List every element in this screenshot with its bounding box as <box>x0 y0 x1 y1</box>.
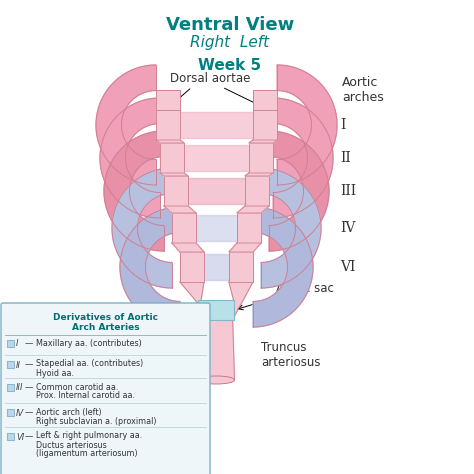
Polygon shape <box>160 173 188 176</box>
Text: Hyoid aa.: Hyoid aa. <box>36 368 74 377</box>
Text: Right subclavian a. (proximal): Right subclavian a. (proximal) <box>36 417 156 426</box>
Bar <box>172 213 196 243</box>
Text: II: II <box>16 361 21 370</box>
Bar <box>253 110 277 140</box>
Polygon shape <box>245 173 273 176</box>
Polygon shape <box>249 140 277 143</box>
Polygon shape <box>199 314 235 380</box>
Text: Derivatives of Aortic
Arch Arteries: Derivatives of Aortic Arch Arteries <box>53 313 158 332</box>
Polygon shape <box>253 207 313 327</box>
Text: Stapedial aa. (contributes): Stapedial aa. (contributes) <box>36 359 143 368</box>
Bar <box>245 176 269 206</box>
Bar <box>156 90 180 110</box>
Polygon shape <box>229 243 261 252</box>
Bar <box>229 252 253 282</box>
Text: —: — <box>25 361 33 370</box>
Text: VI: VI <box>16 432 24 441</box>
Bar <box>7 409 14 416</box>
Polygon shape <box>180 282 204 316</box>
Text: IV: IV <box>340 221 356 235</box>
Bar <box>160 143 184 173</box>
Bar <box>164 176 188 206</box>
Polygon shape <box>156 140 184 143</box>
Polygon shape <box>164 206 196 213</box>
Text: —: — <box>25 339 33 348</box>
Text: I: I <box>16 339 18 348</box>
Bar <box>156 110 180 140</box>
Polygon shape <box>245 173 273 176</box>
Bar <box>180 252 204 282</box>
Bar <box>249 143 273 173</box>
Bar <box>7 433 14 440</box>
Bar <box>253 90 277 110</box>
Text: Prox. Internal carotid aa.: Prox. Internal carotid aa. <box>36 392 135 401</box>
Polygon shape <box>229 243 261 252</box>
Bar <box>7 384 14 391</box>
Text: II: II <box>340 151 351 165</box>
Text: Aortic sac: Aortic sac <box>238 282 334 310</box>
Polygon shape <box>269 131 329 251</box>
Text: —: — <box>25 383 33 392</box>
Polygon shape <box>229 282 253 316</box>
Polygon shape <box>156 140 184 143</box>
Bar <box>7 361 14 368</box>
Polygon shape <box>277 65 337 185</box>
Polygon shape <box>112 168 172 288</box>
Bar <box>199 300 235 320</box>
Text: I: I <box>340 118 346 132</box>
Polygon shape <box>172 243 204 252</box>
Bar <box>253 110 277 140</box>
Polygon shape <box>164 206 196 213</box>
Ellipse shape <box>199 376 235 384</box>
Polygon shape <box>249 140 277 143</box>
Text: Dorsal aortae: Dorsal aortae <box>170 72 250 85</box>
Text: Aortic
arches: Aortic arches <box>342 76 384 104</box>
Text: IV: IV <box>16 409 24 418</box>
Polygon shape <box>120 207 180 327</box>
Polygon shape <box>172 215 261 241</box>
Text: VI: VI <box>340 260 356 274</box>
Text: Week 5: Week 5 <box>199 58 262 73</box>
Polygon shape <box>273 98 333 218</box>
Text: III: III <box>16 383 24 392</box>
Polygon shape <box>160 173 188 176</box>
Bar <box>249 143 273 173</box>
Text: Ventral View: Ventral View <box>166 16 294 34</box>
Polygon shape <box>96 65 156 185</box>
Text: —: — <box>25 432 33 441</box>
Bar <box>164 176 188 206</box>
Text: III: III <box>340 184 356 198</box>
Text: Aortic arch (left): Aortic arch (left) <box>36 408 101 417</box>
Bar <box>237 213 261 243</box>
Text: Truncus
arteriosus: Truncus arteriosus <box>262 341 321 369</box>
Bar <box>229 252 253 282</box>
Polygon shape <box>237 206 269 213</box>
Text: Left & right pulmonary aa.: Left & right pulmonary aa. <box>36 431 142 440</box>
Bar <box>245 176 269 206</box>
Bar <box>172 213 196 243</box>
Polygon shape <box>261 168 321 288</box>
Polygon shape <box>156 112 277 137</box>
Text: Maxillary aa. (contributes): Maxillary aa. (contributes) <box>36 338 142 347</box>
Text: Right  Left: Right Left <box>191 35 270 50</box>
Polygon shape <box>180 255 253 280</box>
Polygon shape <box>100 98 160 218</box>
FancyBboxPatch shape <box>1 303 210 474</box>
Bar <box>253 90 277 110</box>
Bar <box>7 340 14 347</box>
Bar <box>160 143 184 173</box>
Polygon shape <box>172 243 204 252</box>
Text: —: — <box>25 409 33 418</box>
Polygon shape <box>160 146 273 171</box>
Text: Ductus arteriosus: Ductus arteriosus <box>36 440 107 449</box>
Text: Common carotid aa.: Common carotid aa. <box>36 383 118 392</box>
Polygon shape <box>104 131 164 251</box>
Bar <box>156 110 180 140</box>
Bar <box>237 213 261 243</box>
Bar <box>156 90 180 110</box>
Polygon shape <box>237 206 269 213</box>
Text: (ligamentum arteriosum): (ligamentum arteriosum) <box>36 449 137 458</box>
Bar <box>180 252 204 282</box>
Polygon shape <box>164 178 269 204</box>
